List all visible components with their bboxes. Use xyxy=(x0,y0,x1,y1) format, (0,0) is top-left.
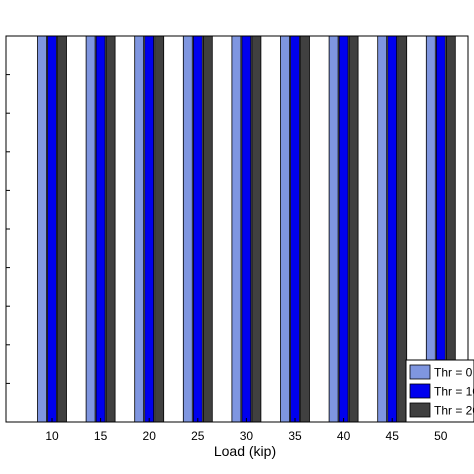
legend-entries: Thr = 0 Thr = 10 Thr = 20 xyxy=(409,364,474,418)
x-tick-label-20: 20 xyxy=(143,429,157,443)
x-tick-label-50: 50 xyxy=(434,429,448,443)
legend-label-2: Thr = 20 xyxy=(434,404,474,418)
x-axis-label: Load (kip) xyxy=(214,443,276,459)
y-ticks xyxy=(6,74,10,384)
x-tick-label-40: 40 xyxy=(337,429,351,443)
bar-45-series-2 xyxy=(397,35,408,423)
x-tick-labels: 10 15 20 25 30 35 40 45 50 xyxy=(45,418,448,443)
bar-15-series-1 xyxy=(95,35,106,423)
bar-40-series-0 xyxy=(328,35,339,423)
bar-30-series-0 xyxy=(231,35,242,423)
bar-10-series-2 xyxy=(57,35,67,423)
bar-35-series-0 xyxy=(280,35,290,423)
x-tick-label-35: 35 xyxy=(288,429,302,443)
bar-35-series-1 xyxy=(290,35,300,423)
bar-20-series-1 xyxy=(144,35,155,423)
bar-15-series-2 xyxy=(105,35,116,423)
bar-25-series-0 xyxy=(182,35,193,423)
bar-40-series-1 xyxy=(338,35,349,423)
bar-10-series-1 xyxy=(47,35,57,423)
legend-label-0: Thr = 0 xyxy=(434,366,473,380)
legend: Thr = 0 Thr = 10 Thr = 20 xyxy=(405,359,474,423)
bar-20-series-0 xyxy=(134,35,145,423)
legend-swatch-2 xyxy=(409,402,431,418)
x-tick-label-10: 10 xyxy=(45,429,59,443)
legend-swatch-0 xyxy=(409,364,431,380)
x-tick-label-15: 15 xyxy=(94,429,108,443)
x-tick-label-30: 30 xyxy=(240,429,254,443)
x-tick-label-25: 25 xyxy=(191,429,205,443)
bar-30-series-1 xyxy=(241,35,252,423)
legend-label-1: Thr = 10 xyxy=(434,385,474,399)
x-tick-label-45: 45 xyxy=(386,429,400,443)
bar-45-series-1 xyxy=(387,35,398,423)
bar-30-series-2 xyxy=(251,35,262,423)
bar-20-series-2 xyxy=(154,35,165,423)
bar-10-series-0 xyxy=(37,35,47,423)
legend-swatch-1 xyxy=(409,383,431,399)
bar-40-series-2 xyxy=(348,35,359,423)
bar-25-series-1 xyxy=(192,35,203,423)
bar-15-series-0 xyxy=(85,35,96,423)
bar-25-series-2 xyxy=(202,35,213,423)
bars-group xyxy=(37,35,456,423)
bar-35-series-2 xyxy=(300,35,310,423)
bar-45-series-0 xyxy=(377,35,388,423)
